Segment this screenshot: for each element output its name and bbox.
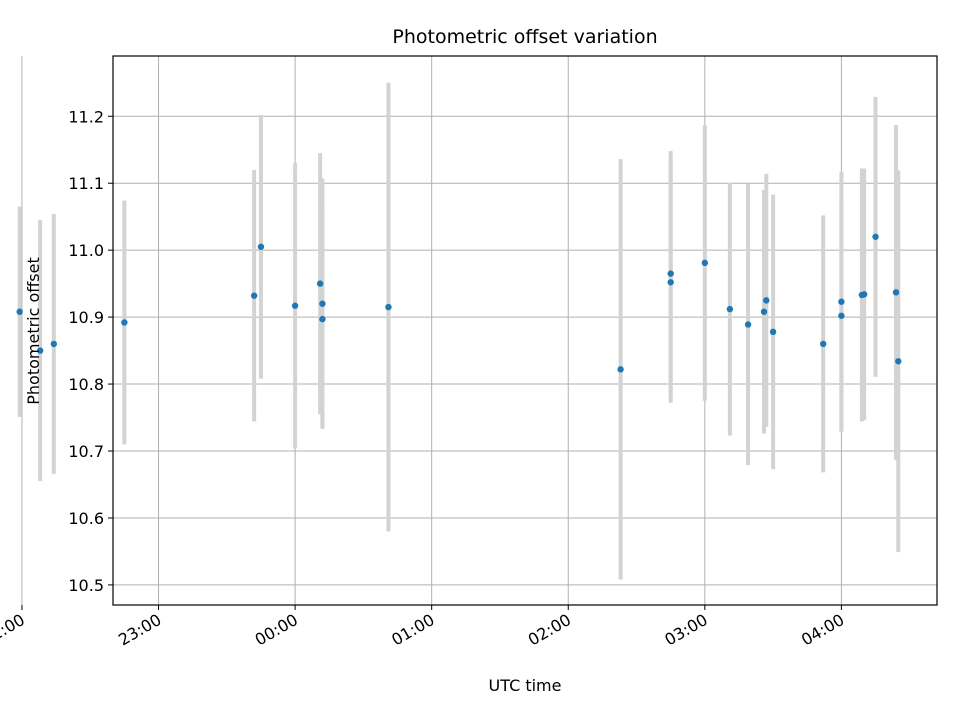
- data-point: [838, 312, 845, 319]
- y-tick-label: 11.2: [68, 107, 104, 126]
- data-point: [319, 315, 326, 323]
- data-point: [617, 366, 624, 373]
- data-points: [16, 233, 902, 373]
- data-point: [291, 302, 299, 309]
- data-point: [769, 328, 777, 336]
- y-tick-label: 10.8: [68, 375, 104, 394]
- data-point: [895, 358, 902, 365]
- data-point: [667, 270, 674, 277]
- plot-frame: [112, 55, 938, 606]
- data-point: [860, 291, 868, 298]
- data-point: [872, 233, 879, 240]
- y-axis-ticks: 10.5 10.6 10.7 10.8 10.9 11.0 11.1 11.2: [68, 107, 113, 595]
- data-point: [36, 347, 44, 354]
- data-point: [316, 280, 324, 287]
- data-point: [16, 308, 23, 315]
- y-tick-label: 10.6: [68, 509, 104, 528]
- data-point: [744, 321, 752, 328]
- data-point: [121, 319, 128, 326]
- data-point: [838, 298, 845, 305]
- y-tick-label: 10.7: [68, 442, 104, 461]
- chart-title: Photometric offset variation: [392, 26, 657, 48]
- data-point: [50, 340, 58, 348]
- y-tick-label: 11.1: [68, 174, 104, 193]
- data-point: [385, 303, 392, 311]
- data-point: [250, 292, 258, 299]
- data-point: [892, 289, 900, 296]
- data-point: [763, 297, 770, 304]
- y-tick-label: 11.0: [68, 241, 104, 260]
- y-axis-label: Photometric offset: [24, 257, 43, 405]
- data-point: [726, 305, 734, 313]
- data-point: [819, 340, 827, 348]
- data-point: [760, 308, 768, 315]
- data-point: [667, 279, 674, 286]
- y-tick-label: 10.5: [68, 576, 104, 595]
- x-axis-label: UTC time: [489, 676, 562, 695]
- y-tick-label: 10.9: [68, 308, 104, 327]
- data-point: [257, 243, 265, 251]
- data-point: [319, 300, 326, 307]
- data-point: [701, 259, 709, 267]
